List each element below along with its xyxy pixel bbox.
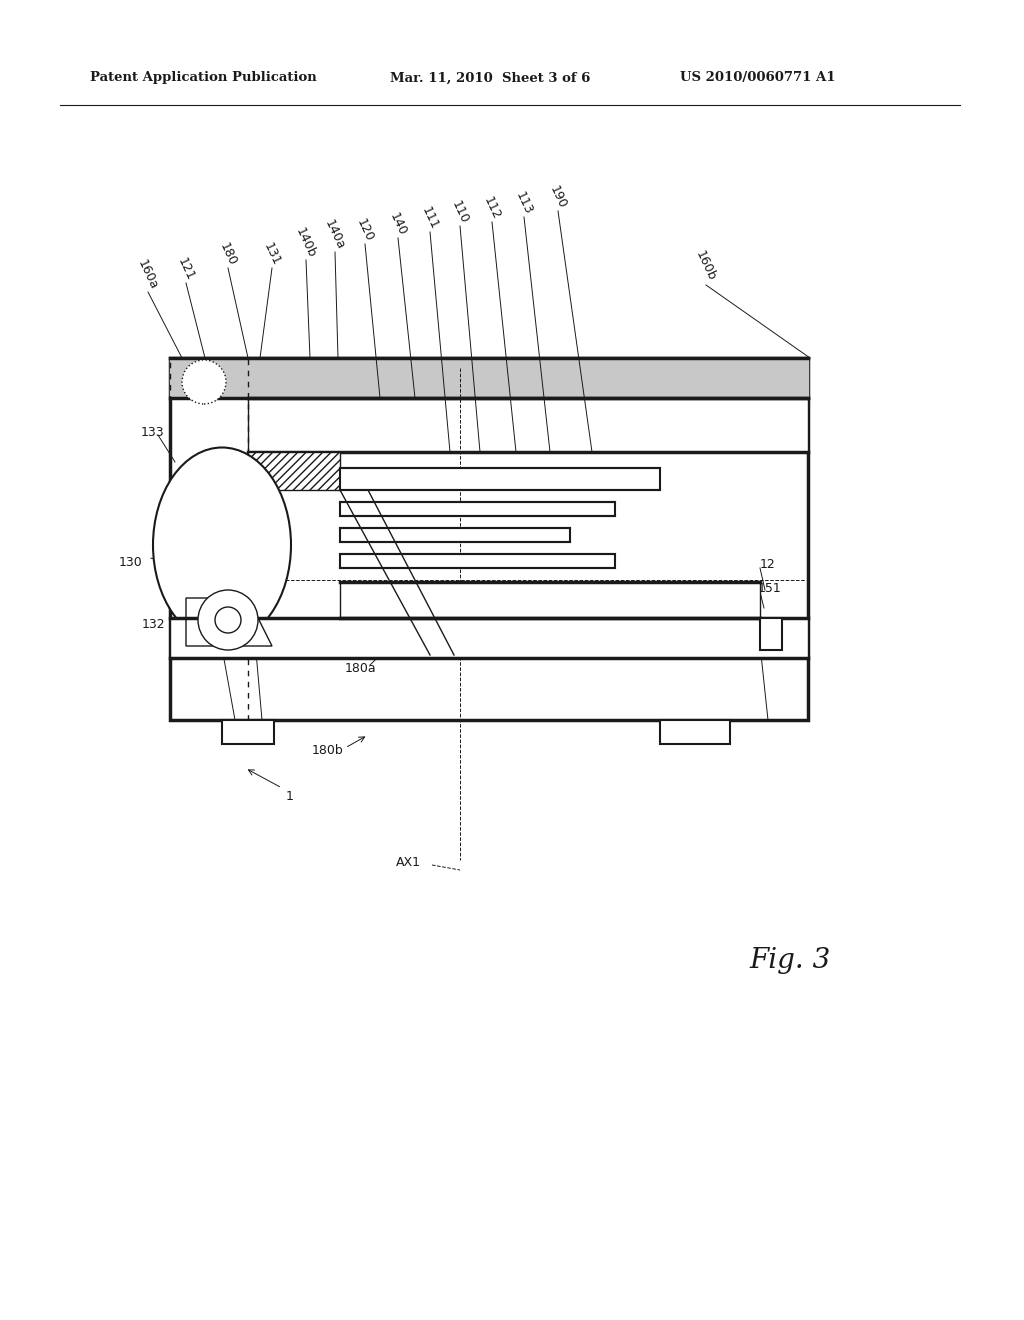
- Text: 151: 151: [758, 582, 781, 595]
- Bar: [340, 582, 760, 618]
- Text: 1: 1: [286, 789, 294, 803]
- Text: 160a: 160a: [135, 257, 161, 292]
- Text: 180b: 180b: [312, 743, 344, 756]
- Text: 112: 112: [481, 195, 503, 222]
- Bar: [340, 469, 660, 490]
- Circle shape: [198, 590, 258, 649]
- Bar: [170, 358, 808, 719]
- Text: Mar. 11, 2010  Sheet 3 of 6: Mar. 11, 2010 Sheet 3 of 6: [390, 71, 591, 84]
- Text: 120: 120: [354, 216, 376, 244]
- Text: 133: 133: [140, 425, 164, 438]
- Bar: [660, 719, 730, 744]
- Text: 160b: 160b: [693, 249, 719, 282]
- Bar: [248, 399, 808, 451]
- Circle shape: [215, 607, 241, 634]
- Bar: [340, 554, 615, 568]
- Bar: [222, 719, 274, 744]
- Text: 150c: 150c: [195, 639, 225, 652]
- Bar: [170, 358, 248, 719]
- Text: 160: 160: [760, 636, 783, 649]
- Bar: [340, 528, 570, 543]
- Text: Patent Application Publication: Patent Application Publication: [90, 71, 316, 84]
- Bar: [170, 618, 808, 657]
- Text: 140: 140: [387, 211, 409, 238]
- Circle shape: [182, 360, 226, 404]
- Text: 140b: 140b: [294, 226, 318, 260]
- Text: 131: 131: [261, 242, 283, 268]
- Text: 132: 132: [141, 619, 165, 631]
- Text: US 2010/0060771 A1: US 2010/0060771 A1: [680, 71, 836, 84]
- Text: 150: 150: [248, 644, 272, 656]
- Bar: [760, 618, 782, 649]
- Text: 12: 12: [760, 558, 776, 572]
- Bar: [340, 502, 615, 516]
- Polygon shape: [186, 598, 272, 645]
- Text: AX1: AX1: [395, 855, 421, 869]
- Ellipse shape: [153, 447, 291, 643]
- Bar: [248, 451, 340, 490]
- Text: 113: 113: [513, 190, 535, 216]
- Text: 190: 190: [547, 183, 569, 211]
- Text: 111: 111: [419, 205, 441, 232]
- Text: 121: 121: [175, 256, 197, 282]
- Text: Fig. 3: Fig. 3: [750, 946, 830, 974]
- Text: 140a: 140a: [323, 218, 347, 252]
- Text: 180: 180: [217, 240, 239, 268]
- Text: 180a: 180a: [344, 661, 376, 675]
- Text: 130: 130: [118, 556, 142, 569]
- Text: 110: 110: [450, 199, 471, 226]
